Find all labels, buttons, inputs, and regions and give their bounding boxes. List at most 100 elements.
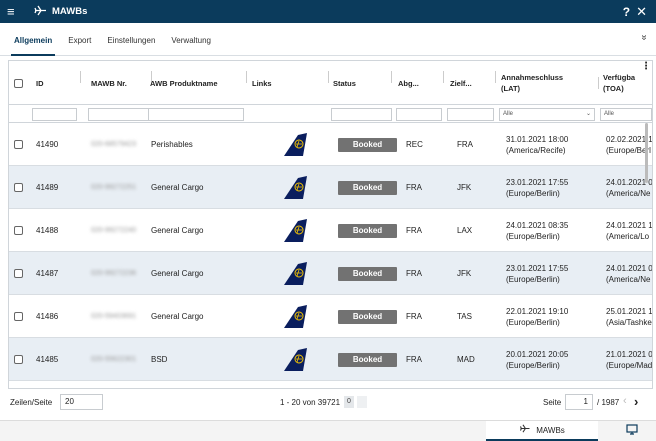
cell-zielflughafen: JFK	[457, 183, 472, 192]
chevron-down-icon: ⌄	[585, 111, 591, 117]
page-label: Seite	[543, 398, 562, 407]
filter-ziel-input[interactable]	[447, 108, 494, 121]
filter-id-input[interactable]	[32, 108, 77, 121]
select-all-cell	[9, 61, 31, 105]
column-header-zielflughafen-label: Zielf...	[450, 78, 472, 88]
cell-mawb-number: 020-68579423	[91, 141, 137, 148]
filter-product-input[interactable]	[148, 108, 244, 121]
page-size-input[interactable]: 20	[60, 394, 103, 410]
pagination-bar: Zeilen/Seite 20 1 - 20 von 39721 0 Seite…	[0, 389, 656, 417]
table-row[interactable]: 41487 020-99272236 General Cargo Booked …	[9, 252, 652, 295]
cell-verfuegbar-tz: (America/Ne	[606, 274, 651, 284]
cell-annahmeschluss-date: 24.01.2021 08:35	[506, 220, 569, 230]
cell-mawb-number: 020-99272236	[91, 270, 137, 277]
cell-zielflughafen: MAD	[457, 355, 475, 364]
table-row[interactable]: 41486 020-59403691 General Cargo Booked …	[9, 295, 653, 338]
title-bar: ≡ MAWBs ? ✕	[0, 0, 656, 23]
cell-zielflughafen: LAX	[457, 226, 473, 235]
column-header-status[interactable]: Status	[328, 61, 392, 105]
cell-id: 41489	[36, 183, 59, 192]
cell-verfuegbar-date: 02.02.2021 1	[606, 134, 653, 144]
cell-product-name: General Cargo	[151, 183, 204, 192]
cell-product-name: General Cargo	[151, 226, 204, 235]
page-size-label: Zeilen/Seite	[10, 398, 53, 407]
column-header-verfuegbar[interactable]: Verfügba (TOA)	[598, 61, 652, 105]
cell-verfuegbar: 02.02.2021 1 (Europe/Berl	[601, 123, 653, 166]
cell-id: 41488	[36, 226, 59, 235]
vertical-scrollbar[interactable]	[645, 123, 648, 183]
column-header-mawb[interactable]: MAWB Nr.	[86, 61, 152, 105]
row-checkbox[interactable]	[14, 226, 23, 235]
cell-id: 41485	[36, 355, 59, 364]
previous-page-icon[interactable]: ‹	[623, 395, 627, 407]
tab-bar: Allgemein Export Einstellungen Verwaltun…	[0, 23, 656, 56]
cell-verfuegbar-tz: (Europe/Berl	[606, 145, 651, 155]
page-number-input[interactable]: 1	[565, 394, 593, 410]
cell-mawb-number: 020-99272251	[91, 184, 137, 191]
monitor-icon[interactable]	[626, 424, 638, 438]
cell-product-name: General Cargo	[151, 312, 204, 321]
status-badge: Booked	[338, 137, 397, 152]
taskbar-item-mawbs[interactable]: MAWBs	[486, 421, 598, 441]
row-checkbox[interactable]	[14, 269, 23, 278]
filter-status-input[interactable]	[331, 108, 392, 121]
next-page-icon[interactable]: ›	[634, 394, 639, 409]
row-checkbox[interactable]	[14, 183, 23, 192]
cell-verfuegbar: 21.01.2021 0 (Europe/Mad	[601, 338, 652, 381]
airline-tail-logo-icon[interactable]	[276, 295, 316, 338]
row-checkbox[interactable]	[14, 312, 23, 321]
cell-verfuegbar-tz: (Asia/Tashke	[606, 317, 652, 327]
airline-tail-logo-icon[interactable]	[276, 252, 316, 295]
tab-einstellungen[interactable]: Einstellungen	[107, 35, 156, 45]
close-button[interactable]: ✕	[636, 3, 647, 19]
column-header-zielflughafen[interactable]: Zielf...	[445, 61, 496, 105]
status-badge: Booked	[338, 180, 397, 195]
select-all-checkbox[interactable]	[14, 78, 23, 88]
cell-annahmeschluss: 22.01.2021 19:10 (Europe/Berlin)	[501, 295, 598, 338]
cell-annahmeschluss-date: 20.01.2021 20:05	[506, 349, 569, 359]
cell-verfuegbar-tz: (America/Lo	[606, 231, 650, 241]
cell-abflug: FRA	[406, 312, 422, 321]
selected-count-badge: 0	[344, 396, 354, 408]
tab-export[interactable]: Export	[68, 35, 92, 45]
row-select-cell	[9, 338, 31, 381]
cell-annahmeschluss: 20.01.2021 20:05 (Europe/Berlin)	[501, 338, 598, 381]
cell-id: 41487	[36, 269, 59, 278]
filter-annahmeschluss-select[interactable]: Alle ⌄	[499, 108, 595, 121]
filter-mawb-input[interactable]	[88, 108, 150, 121]
row-checkbox[interactable]	[14, 355, 23, 364]
column-header-product[interactable]: AWB Produktname	[145, 61, 247, 105]
airplane-icon	[519, 424, 531, 436]
column-menu-icon[interactable]: ⋮	[641, 61, 651, 72]
hamburger-menu-icon[interactable]: ≡	[7, 4, 15, 19]
column-header-id[interactable]: ID	[31, 61, 81, 105]
cell-status: Booked	[333, 338, 397, 381]
airline-tail-logo-icon[interactable]	[276, 209, 316, 252]
table-row[interactable]: 41485 020-55622301 BSD Booked FRA MAD 20…	[9, 338, 652, 381]
help-button[interactable]: ?	[622, 4, 631, 19]
record-range-text: 1 - 20 von 39721	[280, 398, 341, 407]
chevron-double-down-icon[interactable]: »	[638, 34, 650, 41]
cell-mawb-number: 020-59403691	[91, 313, 137, 320]
cell-mawb-number: 020-55622301	[91, 356, 137, 363]
airline-tail-logo-icon[interactable]	[276, 338, 316, 381]
filter-verfuegbar-select[interactable]: Alle	[600, 108, 652, 121]
tab-verwaltung[interactable]: Verwaltung	[171, 35, 211, 45]
filter-row: Alle ⌄ Alle	[9, 105, 652, 123]
table-row[interactable]: 41488 020-99272240 General Cargo Booked …	[9, 209, 652, 252]
column-header-links[interactable]: Links	[247, 61, 329, 105]
cell-annahmeschluss: 23.01.2021 17:55 (Europe/Berlin)	[501, 166, 598, 209]
airline-tail-logo-icon[interactable]	[276, 123, 316, 166]
cell-annahmeschluss-date: 31.01.2021 18:00	[506, 134, 569, 144]
table-row[interactable]: 41490 020-68579423 Perishables Booked RE…	[9, 123, 653, 166]
cell-annahmeschluss-date: 23.01.2021 17:55	[506, 263, 569, 273]
tab-allgemein[interactable]: Allgemein	[6, 23, 60, 56]
cell-annahmeschluss-date: 22.01.2021 19:10	[506, 306, 569, 316]
column-header-abflug[interactable]: Abg...	[393, 61, 444, 105]
row-checkbox[interactable]	[14, 140, 23, 149]
filter-abflug-input[interactable]	[396, 108, 442, 121]
table-row[interactable]: 41489 020-99272251 General Cargo Booked …	[9, 166, 652, 209]
cell-verfuegbar-date: 25.01.2021 1	[606, 306, 653, 316]
airline-tail-logo-icon[interactable]	[276, 166, 316, 209]
column-header-annahmeschluss[interactable]: Annahmeschluss (LAT)	[496, 61, 599, 105]
